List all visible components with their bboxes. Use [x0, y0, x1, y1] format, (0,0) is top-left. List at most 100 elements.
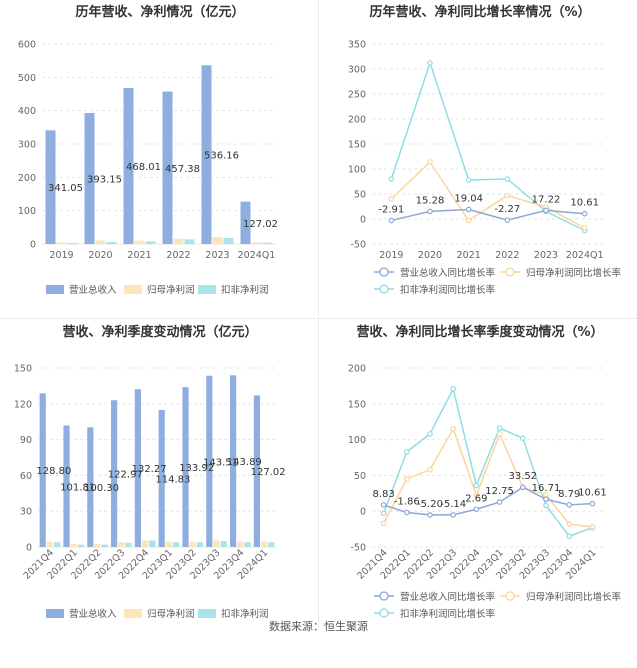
line-value-label: 16.71 — [532, 483, 561, 494]
bar-value-label: 468.01 — [126, 162, 161, 173]
data-point — [465, 206, 472, 213]
line-value-label: -2.27 — [494, 204, 520, 215]
data-point — [388, 176, 395, 182]
series-line-0 — [391, 208, 585, 222]
line-value-label: 2.69 — [465, 493, 487, 504]
y-tick-label: 50 — [354, 190, 366, 201]
bar-net-profit — [142, 540, 149, 547]
bar-deducted-profit — [145, 241, 156, 244]
bar-deducted-profit — [220, 541, 227, 547]
data-point — [380, 510, 387, 517]
line-value-label: 19.04 — [454, 193, 483, 204]
y-tick-label: 250 — [348, 90, 366, 101]
bar-deducted-profit — [125, 542, 132, 547]
series-line-2 — [390, 60, 585, 232]
y-tick-label: 90 — [20, 435, 32, 446]
x-tick-label: 2019 — [379, 250, 403, 261]
bar-net-profit — [173, 238, 184, 244]
chart-title: 历年营收、净利同比增长率情况（%） — [369, 4, 590, 20]
bar-deducted-profit — [262, 242, 273, 244]
y-tick-label: 0 — [30, 240, 36, 251]
y-tick-label: 200 — [18, 173, 36, 184]
bar-net-profit — [95, 240, 106, 244]
line-value-label: 12.75 — [485, 486, 514, 497]
x-tick-label: 2024Q1 — [238, 250, 276, 261]
data-point — [566, 521, 573, 527]
bar-value-label: 143.51 — [203, 457, 238, 468]
data-point — [427, 60, 433, 66]
y-tick-label: 300 — [348, 65, 366, 76]
x-tick-label: 2022 — [495, 250, 519, 261]
bar-revenue — [134, 389, 142, 547]
y-tick-label: 150 — [14, 364, 32, 375]
bar-value-label: 127.02 — [243, 219, 278, 230]
y-tick-label: -50 — [350, 240, 366, 251]
bar-value-label: 341.05 — [48, 183, 83, 194]
bar-net-profit — [261, 541, 268, 547]
bar-deducted-profit — [77, 544, 84, 547]
legend-label: 扣非净利润 — [221, 608, 269, 620]
x-tick-label: 2023 — [534, 250, 558, 261]
data-point — [403, 476, 410, 482]
legend-swatch — [198, 285, 216, 294]
bar-net-profit — [94, 544, 101, 547]
legend-label: 归母净利润 — [147, 608, 195, 620]
bar-value-label: 132.27 — [132, 464, 167, 475]
data-point — [388, 196, 395, 202]
bar-revenue — [182, 387, 189, 547]
legend-swatch — [124, 285, 142, 294]
y-tick-label: 150 — [348, 140, 366, 151]
data-source-text: 数据来源：恒生聚源 — [269, 620, 368, 633]
x-tick-label: 2020 — [88, 250, 112, 261]
data-point — [589, 524, 596, 530]
bar-value-label: 128.80 — [36, 466, 71, 477]
y-tick-label: 60 — [20, 471, 32, 482]
y-tick-label: 400 — [18, 106, 36, 117]
bar-net-profit — [251, 242, 262, 244]
legend-swatch — [46, 285, 64, 294]
line-value-label: -5.20 — [417, 499, 443, 510]
bar-net-profit — [134, 240, 145, 244]
bar-deducted-profit — [149, 540, 156, 547]
legend-label: 营业总收入同比增长率 — [400, 591, 496, 603]
legend-marker — [505, 267, 515, 277]
y-tick-label: 200 — [348, 115, 366, 126]
bar-deducted-profit — [106, 242, 117, 244]
data-point — [519, 484, 526, 490]
y-tick-label: 100 — [348, 165, 366, 176]
y-tick-label: 350 — [348, 40, 366, 51]
series-line-2 — [382, 386, 593, 538]
bar-net-profit — [237, 541, 244, 547]
line-value-label: 10.61 — [578, 488, 607, 499]
bar-value-label: 457.38 — [165, 164, 200, 175]
chart-title: 营收、净利同比增长率季度变动情况（%） — [356, 324, 603, 340]
y-tick-label: 50 — [354, 471, 366, 482]
data-point — [504, 176, 511, 182]
data-point — [427, 159, 433, 165]
y-tick-label: 300 — [18, 140, 36, 151]
bar-revenue — [230, 375, 237, 547]
bar-value-label: 536.16 — [204, 151, 239, 162]
legend-label: 营业总收入 — [69, 284, 117, 296]
y-tick-label: -50 — [350, 543, 366, 554]
data-point — [473, 506, 480, 513]
legend-swatch — [198, 609, 216, 618]
bar-value-label: 101.81 — [60, 482, 95, 493]
data-point — [403, 509, 410, 516]
legend-marker — [379, 267, 389, 277]
x-tick-label: 2023 — [205, 250, 229, 261]
data-point — [427, 208, 433, 215]
line-value-label: -2.91 — [378, 204, 404, 215]
legend-marker — [379, 284, 389, 294]
bar-net-profit — [189, 541, 196, 547]
x-tick-label: 2020 — [418, 250, 442, 261]
bar-deducted-profit — [67, 243, 78, 244]
y-tick-label: 120 — [14, 399, 32, 410]
data-point — [450, 426, 457, 432]
bar-deducted-profit — [268, 542, 275, 547]
data-point — [465, 217, 472, 224]
bar-deducted-profit — [184, 239, 195, 244]
data-point — [496, 425, 503, 431]
data-point — [427, 466, 433, 473]
bar-net-profit — [46, 541, 53, 547]
